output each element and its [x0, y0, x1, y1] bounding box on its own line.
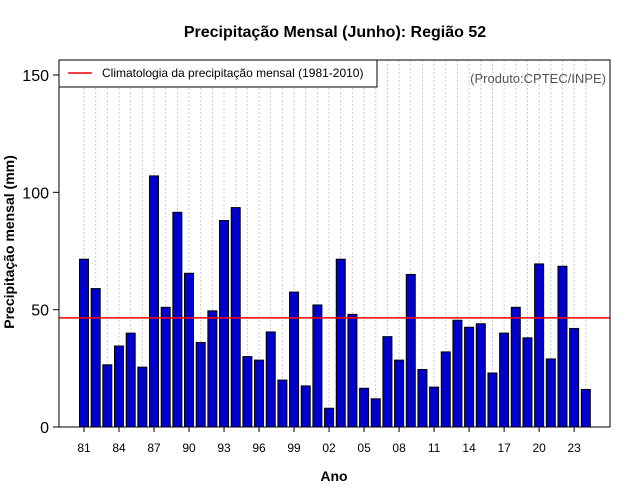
x-tick-label: 87 — [147, 441, 161, 455]
bars — [79, 175, 591, 428]
x-tick-label: 05 — [357, 441, 371, 455]
bar — [499, 332, 510, 428]
bar — [137, 366, 148, 428]
bar — [569, 327, 580, 428]
x-tick-label: 81 — [77, 441, 91, 455]
bar — [242, 356, 253, 428]
legend-box — [58, 59, 378, 88]
bar — [277, 379, 288, 428]
y-tick-label: 50 — [31, 303, 49, 320]
bar — [464, 326, 475, 428]
bar — [312, 304, 323, 428]
credit-text: (Produto:CPTEC/INPE) — [470, 71, 606, 86]
chart-title: Precipitação Mensal (Junho): Região 52 — [184, 24, 486, 41]
y-tick-label: 0 — [40, 420, 49, 437]
x-tick-label: 14 — [462, 441, 476, 455]
bar — [254, 359, 265, 428]
bar — [149, 175, 160, 428]
bar — [347, 313, 358, 428]
x-tick-label: 23 — [567, 441, 581, 455]
bar — [510, 306, 521, 428]
bar — [300, 385, 311, 428]
x-tick-label: 99 — [287, 441, 301, 455]
bar — [440, 351, 451, 428]
x-tick-label: 84 — [112, 441, 126, 455]
bar — [125, 332, 136, 428]
bar — [289, 291, 300, 428]
bar — [207, 310, 218, 428]
x-tick-label: 02 — [322, 441, 336, 455]
bar — [265, 331, 276, 428]
bar — [114, 345, 125, 428]
bar — [324, 407, 335, 428]
y-axis: 0 50 100 150 — [22, 68, 59, 437]
bar — [184, 272, 195, 428]
grid — [83, 60, 587, 427]
bar — [160, 306, 171, 428]
legend: Climatologia da precipitação mensal (198… — [58, 59, 378, 88]
x-tick-label: 20 — [532, 441, 546, 455]
bar — [382, 336, 393, 428]
x-tick-label: 93 — [217, 441, 231, 455]
x-tick-label: 96 — [252, 441, 266, 455]
bar — [452, 319, 463, 428]
x-tick-label: 90 — [182, 441, 196, 455]
bar — [79, 258, 89, 428]
bar — [405, 273, 416, 428]
bar — [102, 364, 113, 428]
bar — [335, 258, 346, 428]
x-axis: 81 84 87 90 93 96 99 02 05 08 11 14 17 20 23 — [77, 427, 581, 455]
y-tick-label: 100 — [22, 185, 49, 202]
bar — [394, 359, 405, 428]
x-tick-label: 08 — [392, 441, 406, 455]
bar — [534, 263, 545, 428]
bar — [557, 265, 568, 428]
bar — [545, 358, 556, 428]
bar — [580, 388, 591, 428]
legend-label-climatology: Climatologia da precipitação mensal (198… — [102, 66, 363, 80]
bar — [172, 211, 183, 428]
bar — [195, 342, 206, 428]
x-axis-title: Ano — [320, 468, 347, 484]
bar — [370, 398, 381, 428]
bar — [219, 219, 230, 428]
y-axis-title: Precipitação mensal (mm) — [1, 155, 17, 329]
bar — [359, 387, 370, 428]
bar — [475, 323, 486, 428]
bar — [417, 369, 428, 428]
bar — [487, 372, 498, 428]
x-tick-label: 11 — [428, 441, 441, 455]
x-tick-label: 17 — [497, 441, 511, 455]
bar — [429, 386, 440, 428]
bar — [90, 288, 101, 428]
y-tick-label: 150 — [22, 68, 49, 85]
bar — [522, 337, 533, 428]
